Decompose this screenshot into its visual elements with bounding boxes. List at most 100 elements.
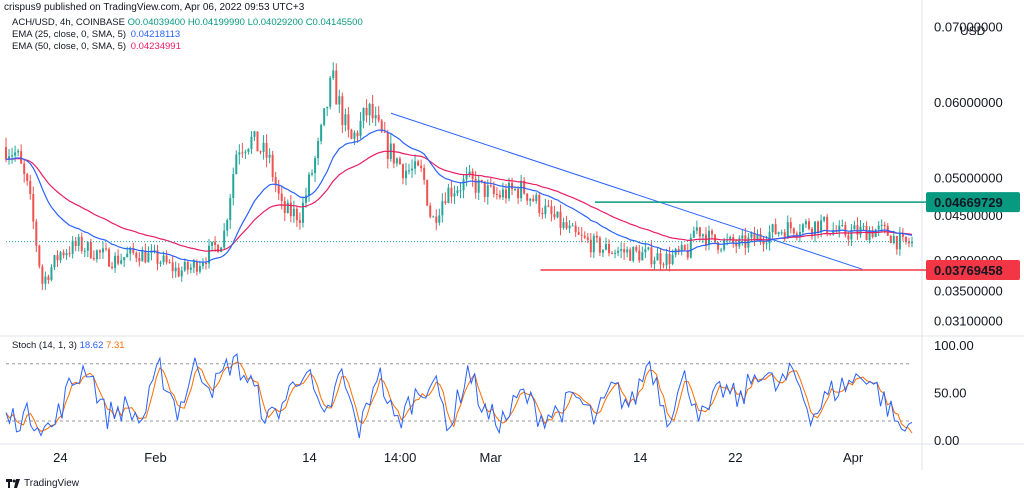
candle-body <box>568 225 571 229</box>
time-tick-label: 14 <box>633 450 647 465</box>
candle-body <box>556 211 559 218</box>
candle-body <box>41 266 44 284</box>
candle-body <box>462 179 465 191</box>
candles-group <box>5 62 913 291</box>
candle-body <box>280 193 283 201</box>
candle-body <box>711 230 714 235</box>
candle-body <box>126 253 129 258</box>
candle-body <box>777 232 780 235</box>
candle-body <box>671 254 674 265</box>
candle-body <box>274 177 277 186</box>
candle-body <box>623 249 626 253</box>
candle-body <box>371 103 374 119</box>
ema50-line <box>5 150 913 252</box>
candle-body <box>359 120 362 137</box>
price-tick-label: 0.05000000 <box>934 170 1003 185</box>
candle-body <box>626 249 629 253</box>
currency-label[interactable]: USD <box>958 24 988 38</box>
ohlc-close: C0.04145500 <box>305 17 363 28</box>
candle-body <box>8 156 11 160</box>
candle-body <box>901 233 904 237</box>
candle-body <box>423 167 426 181</box>
candle-body <box>501 189 504 198</box>
time-tick-label: Apr <box>843 450 864 465</box>
footer-brand[interactable]: TradingView <box>6 478 79 489</box>
candle-body <box>723 240 726 250</box>
ema50-label: EMA (50, close, 0, SMA, 5) <box>12 41 127 52</box>
candle-body <box>189 267 192 270</box>
ema50-value: 0.04234991 <box>130 41 181 52</box>
candle-body <box>517 189 520 199</box>
candle-body <box>620 249 623 251</box>
candle-body <box>583 235 586 238</box>
candle-body <box>168 262 171 264</box>
candle-body <box>180 270 183 277</box>
candle-body <box>177 267 180 277</box>
stoch-legend[interactable]: Stoch (14, 1, 3) 18.62 7.31 <box>12 340 125 351</box>
candle-body <box>717 242 720 250</box>
candle-body <box>495 193 498 195</box>
candle-body <box>911 241 913 244</box>
candle-body <box>368 103 371 116</box>
candle-body <box>29 180 32 195</box>
candle-body <box>692 230 695 238</box>
candle-body <box>589 239 592 253</box>
candle-body <box>677 248 680 252</box>
candle-body <box>271 154 274 178</box>
ema50-legend[interactable]: EMA (50, close, 0, SMA, 5) 0.04234991 <box>12 41 181 52</box>
candle-body <box>5 147 7 160</box>
candle-body <box>11 155 14 157</box>
candle-body <box>95 250 98 260</box>
candle-body <box>750 232 753 238</box>
candle-body <box>256 131 259 152</box>
ema25-legend[interactable]: EMA (25, close, 0, SMA, 5) 0.04218113 <box>12 29 180 40</box>
candle-body <box>632 246 635 261</box>
candle-body <box>204 263 207 265</box>
candle-body <box>414 161 417 169</box>
footer-label: TradingView <box>24 478 80 489</box>
candle-body <box>114 255 117 268</box>
candle-body <box>789 222 792 229</box>
candle-body <box>468 171 471 175</box>
stoch-tick-label: 50.00 <box>934 385 967 400</box>
candle-body <box>123 257 126 261</box>
candle-body <box>450 187 453 197</box>
candle-body <box>474 178 477 193</box>
candle-body <box>198 266 201 272</box>
candle-body <box>138 257 141 262</box>
symbol-legend[interactable]: ACH/USD, 4h, COINBASE O0.04039400 H0.041… <box>12 17 363 28</box>
candle-body <box>111 266 114 268</box>
candle-body <box>707 230 710 245</box>
candle-body <box>820 220 823 233</box>
candle-body <box>20 151 23 164</box>
candle-body <box>332 70 335 78</box>
candle-body <box>553 213 556 218</box>
candle-body <box>635 246 638 251</box>
candle-body <box>617 250 620 253</box>
stoch-tick-label: 100.00 <box>934 338 974 353</box>
candle-body <box>268 154 271 158</box>
candle-body <box>514 189 517 191</box>
candle-body <box>286 202 289 213</box>
candle-body <box>235 154 238 175</box>
price-tick-label: 0.07000000 <box>934 20 1003 35</box>
candle-body <box>762 240 765 245</box>
stoch-tick-label: 0.00 <box>934 433 959 448</box>
candle-body <box>520 180 523 199</box>
candle-body <box>817 221 820 233</box>
ema25-label: EMA (25, close, 0, SMA, 5) <box>12 29 127 40</box>
candle-body <box>665 253 668 266</box>
candle-body <box>638 250 641 261</box>
candle-body <box>241 152 244 154</box>
candle-body <box>532 198 535 202</box>
candle-body <box>426 180 429 206</box>
candle-body <box>101 248 104 253</box>
candle-body <box>265 142 268 158</box>
candle-body <box>44 276 47 284</box>
candle-body <box>408 170 411 172</box>
candle-body <box>507 182 510 199</box>
candle-body <box>541 212 544 215</box>
candle-body <box>317 141 320 159</box>
candle-body <box>211 241 214 246</box>
